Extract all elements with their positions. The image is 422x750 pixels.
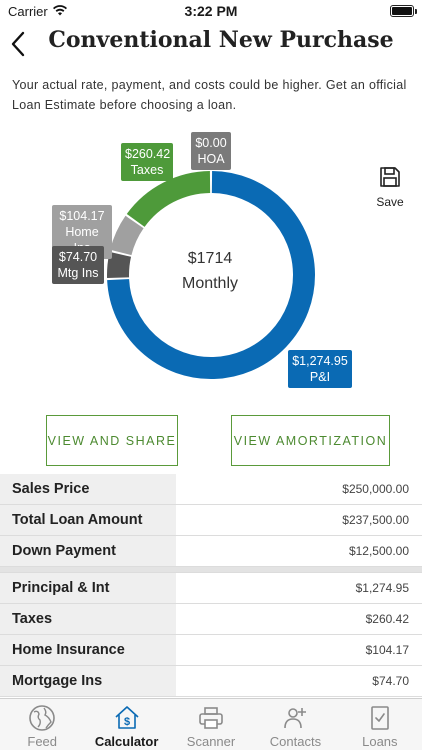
printer-icon — [199, 707, 223, 729]
row-label: Taxes — [0, 604, 176, 634]
tab-contacts[interactable]: Contacts — [253, 699, 337, 750]
table-row: Down Payment $12,500.00 — [0, 536, 422, 567]
callout-taxes-value: $260.42 — [125, 147, 171, 161]
save-button[interactable]: Save — [372, 166, 408, 209]
row-value: $12,500.00 — [348, 544, 409, 558]
save-label: Save — [376, 195, 404, 209]
document-check-icon — [371, 706, 389, 730]
donut-segment-home-ins — [110, 215, 144, 256]
callout-hoa-name: HOA — [197, 152, 225, 166]
table-row: Sales Price $250,000.00 — [0, 474, 422, 505]
tab-bar: Feed $ Calculator Scanner Contacts Loans — [0, 698, 422, 750]
tab-scanner[interactable]: Scanner — [169, 699, 253, 750]
donut-segment-mtg-ins — [107, 251, 132, 278]
tab-label: Feed — [27, 734, 58, 749]
donut-segment-p-i — [107, 171, 315, 379]
battery-icon — [390, 5, 414, 17]
callout-mtg-ins-name: Mtg Ins — [57, 266, 99, 280]
donut-svg — [107, 171, 315, 379]
row-value: $74.70 — [372, 674, 409, 688]
clock: 3:22 PM — [184, 3, 238, 19]
battery-tip — [415, 9, 417, 14]
globe-icon — [29, 705, 56, 731]
table-row: Total Loan Amount $237,500.00 — [0, 505, 422, 536]
row-value: $237,500.00 — [342, 513, 409, 527]
callout-home-ins-value: $104.17 — [59, 209, 105, 223]
row-label: Principal & Int — [0, 573, 176, 603]
tab-label: Calculator — [94, 734, 159, 749]
row-value: $250,000.00 — [342, 482, 409, 496]
row-label: Mortgage Ins — [0, 666, 176, 696]
total-payment-amount: $1714 — [187, 250, 233, 267]
carrier-label: Carrier — [8, 4, 48, 19]
loan-summary-table: Sales Price $250,000.00 Total Loan Amoun… — [0, 474, 422, 697]
callout-principal-interest: $1,274.95 P&I — [288, 350, 352, 388]
callout-mtg-ins: $74.70 Mtg Ins — [52, 246, 104, 284]
table-row: Home Insurance $104.17 — [0, 635, 422, 666]
callout-mtg-ins-value: $74.70 — [58, 250, 98, 264]
row-label: Total Loan Amount — [0, 505, 176, 535]
row-value: $260.42 — [365, 612, 409, 626]
tab-label: Scanner — [186, 734, 236, 749]
callout-pi-name: P&I — [309, 370, 331, 384]
table-row: Taxes $260.42 — [0, 604, 422, 635]
row-label: Down Payment — [0, 536, 176, 566]
total-payment-period: Monthly — [181, 275, 239, 292]
row-label: Sales Price — [0, 474, 176, 504]
status-bar: Carrier 3:22 PM — [0, 0, 422, 22]
payment-donut-chart: $1714 Monthly $0.00 HOA $260.42 Taxes $1… — [0, 120, 422, 410]
tab-loans[interactable]: Loans — [338, 699, 422, 750]
callout-hoa: $0.00 HOA — [191, 132, 231, 170]
view-and-share-button[interactable]: VIEW AND SHARE — [46, 415, 178, 466]
house-dollar-icon: $ — [115, 706, 139, 729]
callout-pi-value: $1,274.95 — [292, 354, 348, 368]
tab-label: Contacts — [269, 734, 322, 749]
row-value: $1,274.95 — [355, 581, 409, 595]
table-row: Principal & Int $1,274.95 — [0, 573, 422, 604]
floppy-disk-icon — [380, 167, 400, 187]
disclaimer-text: Your actual rate, payment, and costs cou… — [12, 78, 407, 112]
tab-calculator[interactable]: $ Calculator — [84, 699, 168, 750]
callout-hoa-value: $0.00 — [195, 136, 227, 150]
section-divider — [0, 567, 422, 573]
view-amortization-button[interactable]: VIEW AMORTIZATION — [231, 415, 390, 466]
wifi-icon — [53, 5, 67, 16]
svg-text:$: $ — [124, 716, 130, 728]
donut-segment-taxes — [126, 171, 211, 228]
table-row: Mortgage Ins $74.70 — [0, 666, 422, 697]
page-title: Conventional New Purchase — [48, 27, 394, 53]
row-value: $104.17 — [365, 643, 409, 657]
callout-taxes: $260.42 Taxes — [121, 143, 173, 181]
tab-feed[interactable]: Feed — [0, 699, 84, 750]
callout-taxes-name: Taxes — [130, 163, 164, 177]
row-label: Home Insurance — [0, 635, 176, 665]
tab-label: Loans — [362, 734, 398, 749]
back-chevron-icon[interactable] — [8, 30, 28, 58]
contacts-icon — [284, 708, 307, 729]
